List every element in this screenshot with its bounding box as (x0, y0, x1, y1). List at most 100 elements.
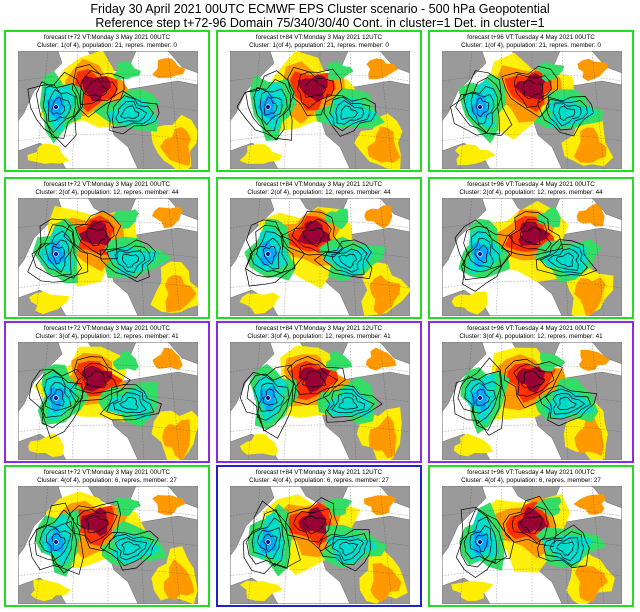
figure-title: Friday 30 April 2021 00UTC ECMWF EPS Clu… (90, 2, 550, 16)
figure-header: Friday 30 April 2021 00UTC ECMWF EPS Clu… (0, 0, 640, 30)
panel-caption: forecast t+72 VT:Monday 3 May 2021 00UTC… (6, 181, 208, 196)
graticule (230, 198, 410, 316)
panel-cluster-label: Cluster: 3(of 4), population: 12, repres… (459, 332, 603, 340)
geopotential-map (442, 342, 622, 460)
low-pressure-centre (477, 395, 483, 401)
map-panel: forecast t+84 VT:Monday 3 May 2021 12UTC… (216, 30, 422, 172)
graticule (18, 486, 198, 604)
panel-cluster-label: Cluster: 4(of 4), population: 6, repres.… (37, 476, 177, 484)
geopotential-map (442, 51, 622, 169)
panel-caption: forecast t+84 VT:Monday 3 May 2021 12UTC… (218, 469, 420, 484)
low-pressure-centre (477, 539, 483, 545)
low-pressure-centre (53, 251, 59, 257)
panel-caption: forecast t+96 VT:Tuesday 4 May 2021 00UT… (430, 181, 632, 196)
graticule (442, 198, 622, 316)
panel-caption: forecast t+96 VT:Tuesday 4 May 2021 00UT… (430, 469, 632, 484)
geopotential-map (230, 342, 410, 460)
panel-forecast-label: forecast t+84 VT:Monday 3 May 2021 12UTC (255, 181, 383, 188)
geopotential-contour (27, 64, 160, 148)
panel-cluster-label: Cluster: 3(of 4), population: 12, repres… (247, 332, 391, 340)
panel-cluster-label: Cluster: 2(of 4), population: 12, repres… (35, 188, 179, 196)
graticule (18, 198, 198, 316)
graticule (18, 342, 198, 460)
figure-subtitle: Reference step t+72-96 Domain 75/340/30/… (95, 16, 545, 30)
geopotential-map (230, 198, 410, 316)
geopotential-map (442, 198, 622, 316)
low-pressure-centre (53, 539, 59, 545)
geopotential-contour (450, 65, 594, 137)
geopotential-contour (28, 356, 162, 439)
geopotential-map (230, 51, 410, 169)
panel-forecast-label: forecast t+96 VT:Tuesday 4 May 2021 00UT… (467, 325, 595, 332)
geopotential-contour (453, 357, 598, 436)
low-pressure-centre (265, 251, 271, 257)
panel-forecast-label: forecast t+96 VT:Tuesday 4 May 2021 00UT… (467, 34, 595, 41)
low-pressure-centre (265, 539, 271, 545)
geopotential-contour (245, 210, 373, 287)
graticule (442, 486, 622, 604)
map-panel: forecast t+96 VT:Tuesday 4 May 2021 00UT… (428, 177, 634, 319)
geopotential-map (18, 486, 198, 604)
geopotential-contour (454, 211, 598, 292)
panel-caption: forecast t+84 VT:Monday 3 May 2021 12UTC… (218, 325, 420, 340)
map-panel: forecast t+96 VT:Tuesday 4 May 2021 00UT… (428, 465, 634, 607)
geopotential-contour (239, 356, 383, 439)
map-panel: forecast t+72 VT:Monday 3 May 2021 00UTC… (4, 465, 210, 607)
geopotential-map (230, 486, 410, 604)
panel-forecast-label: forecast t+72 VT:Monday 3 May 2021 00UTC (43, 34, 171, 41)
panel-caption: forecast t+84 VT:Monday 3 May 2021 12UTC… (218, 181, 420, 196)
panel-cluster-label: Cluster: 1(of 4), population: 21, repres… (461, 41, 601, 49)
geopotential-contour (27, 210, 156, 283)
map-panel: forecast t+84 VT:Monday 3 May 2021 12UTC… (216, 465, 422, 607)
graticule (230, 342, 410, 460)
panel-forecast-label: forecast t+72 VT:Monday 3 May 2021 00UTC (43, 181, 171, 188)
negative-anomaly (32, 209, 172, 284)
panel-cluster-label: Cluster: 2(of 4), population: 12, repres… (459, 188, 603, 196)
panel-caption: forecast t+84 VT:Monday 3 May 2021 12UTC… (218, 34, 420, 49)
panel-forecast-label: forecast t+96 VT:Tuesday 4 May 2021 00UT… (467, 181, 595, 188)
geopotential-map (18, 342, 198, 460)
graticule (18, 51, 198, 169)
map-panel: forecast t+84 VT:Monday 3 May 2021 12UTC… (216, 321, 422, 463)
panel-cluster-label: Cluster: 4(of 4), population: 6, repres.… (249, 476, 389, 484)
geopotential-map (442, 486, 622, 604)
panel-caption: forecast t+72 VT:Monday 3 May 2021 00UTC… (6, 469, 208, 484)
low-pressure-centre (477, 104, 483, 110)
map-panel: forecast t+72 VT:Monday 3 May 2021 00UTC… (4, 30, 210, 172)
panel-forecast-label: forecast t+72 VT:Monday 3 May 2021 00UTC (43, 469, 171, 476)
low-pressure-centre (53, 395, 59, 401)
panel-cluster-label: Cluster: 3(of 4), population: 12, repres… (35, 332, 179, 340)
panel-cluster-label: Cluster: 2(of 4), population: 12, repres… (247, 188, 391, 196)
low-pressure-centre (477, 251, 483, 257)
geopotential-map (18, 198, 198, 316)
map-panel: forecast t+84 VT:Monday 3 May 2021 12UTC… (216, 177, 422, 319)
map-panel: forecast t+96 VT:Tuesday 4 May 2021 00UT… (428, 30, 634, 172)
graticule (442, 342, 622, 460)
geopotential-contour (242, 497, 372, 575)
panel-forecast-label: forecast t+84 VT:Monday 3 May 2021 12UTC (255, 34, 383, 41)
graticule (230, 51, 410, 169)
graticule (442, 51, 622, 169)
low-pressure-centre (265, 395, 271, 401)
geopotential-contour (236, 66, 377, 141)
map-panel: forecast t+72 VT:Monday 3 May 2021 00UTC… (4, 177, 210, 319)
panel-caption: forecast t+96 VT:Tuesday 4 May 2021 00UT… (430, 34, 632, 49)
graticule (230, 486, 410, 604)
panel-forecast-label: forecast t+72 VT:Monday 3 May 2021 00UTC (43, 325, 171, 332)
map-panel: forecast t+96 VT:Tuesday 4 May 2021 00UT… (428, 321, 634, 463)
panel-forecast-label: forecast t+96 VT:Tuesday 4 May 2021 00UT… (467, 469, 595, 476)
low-pressure-centre (53, 104, 59, 110)
panel-cluster-label: Cluster: 4(of 4), population: 6, repres.… (461, 476, 601, 484)
panel-caption: forecast t+72 VT:Monday 3 May 2021 00UTC… (6, 325, 208, 340)
panel-forecast-label: forecast t+84 VT:Monday 3 May 2021 12UTC (255, 469, 383, 476)
negative-anomaly (249, 350, 378, 430)
geopotential-contour (28, 500, 159, 575)
low-pressure-centre (265, 104, 271, 110)
panel-caption: forecast t+96 VT:Tuesday 4 May 2021 00UT… (430, 325, 632, 340)
map-panel: forecast t+72 VT:Monday 3 May 2021 00UTC… (4, 321, 210, 463)
panel-forecast-label: forecast t+84 VT:Monday 3 May 2021 12UTC (255, 325, 383, 332)
panel-cluster-label: Cluster: 1(of 4), population: 21, repres… (37, 41, 177, 49)
panel-cluster-label: Cluster: 1(of 4), population: 21, repres… (249, 41, 389, 49)
geopotential-map (18, 51, 198, 169)
panel-caption: forecast t+72 VT:Monday 3 May 2021 00UTC… (6, 34, 208, 49)
